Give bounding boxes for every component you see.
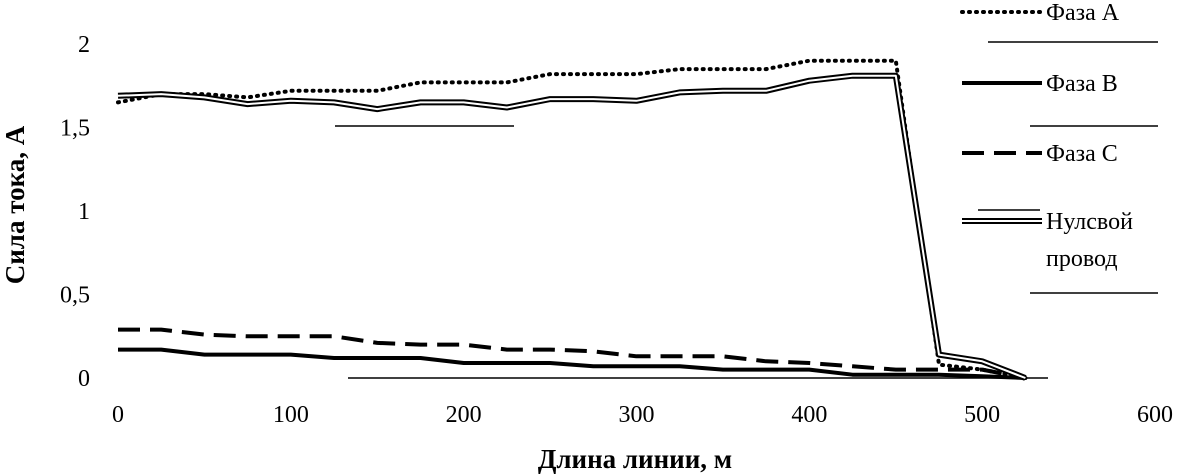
series-lines: [116, 58, 1028, 381]
y-tick-labels: 0 0,5 1 1,5 2: [60, 32, 90, 392]
x-tick-label: 200: [446, 402, 482, 428]
x-tick-label: 500: [964, 402, 1000, 428]
x-tick-label: 300: [619, 402, 655, 428]
legend-label-neutral-line2: провод: [1046, 246, 1118, 272]
y-axis-title: Сила тока, А: [0, 125, 30, 284]
x-tick-label: 100: [273, 402, 309, 428]
series-line-2: [118, 347, 1026, 380]
series-line-4: [117, 72, 1027, 381]
legend-label-phase-c: Фаза С: [1046, 141, 1118, 167]
legend-label-phase-b: Фаза В: [1046, 71, 1118, 97]
series-line-1: [116, 58, 1028, 380]
x-tick-labels: 0 100 200 300 400 500 600: [112, 402, 1173, 428]
x-tick-label: 600: [1137, 402, 1173, 428]
x-tick-label: 400: [791, 402, 827, 428]
x-axis-title: Длина линии, м: [538, 444, 732, 474]
series-line-inner: [117, 74, 1026, 379]
y-tick-label: 0: [78, 366, 90, 392]
legend: Фаза А Фаза В Фаза С Нулсвой провод: [960, 0, 1133, 272]
legend-label-neutral-line1: Нулсвой: [1046, 209, 1133, 235]
x-tick-label: 0: [112, 402, 124, 428]
y-tick-label: 1,5: [60, 116, 90, 142]
y-tick-label: 1: [78, 199, 90, 225]
y-tick-label: 2: [78, 32, 90, 58]
legend-label-phase-a: Фаза А: [1046, 0, 1120, 26]
y-tick-label: 0,5: [60, 283, 90, 309]
series-line-3: [118, 327, 1026, 380]
chart-decorations: [335, 41, 1158, 379]
